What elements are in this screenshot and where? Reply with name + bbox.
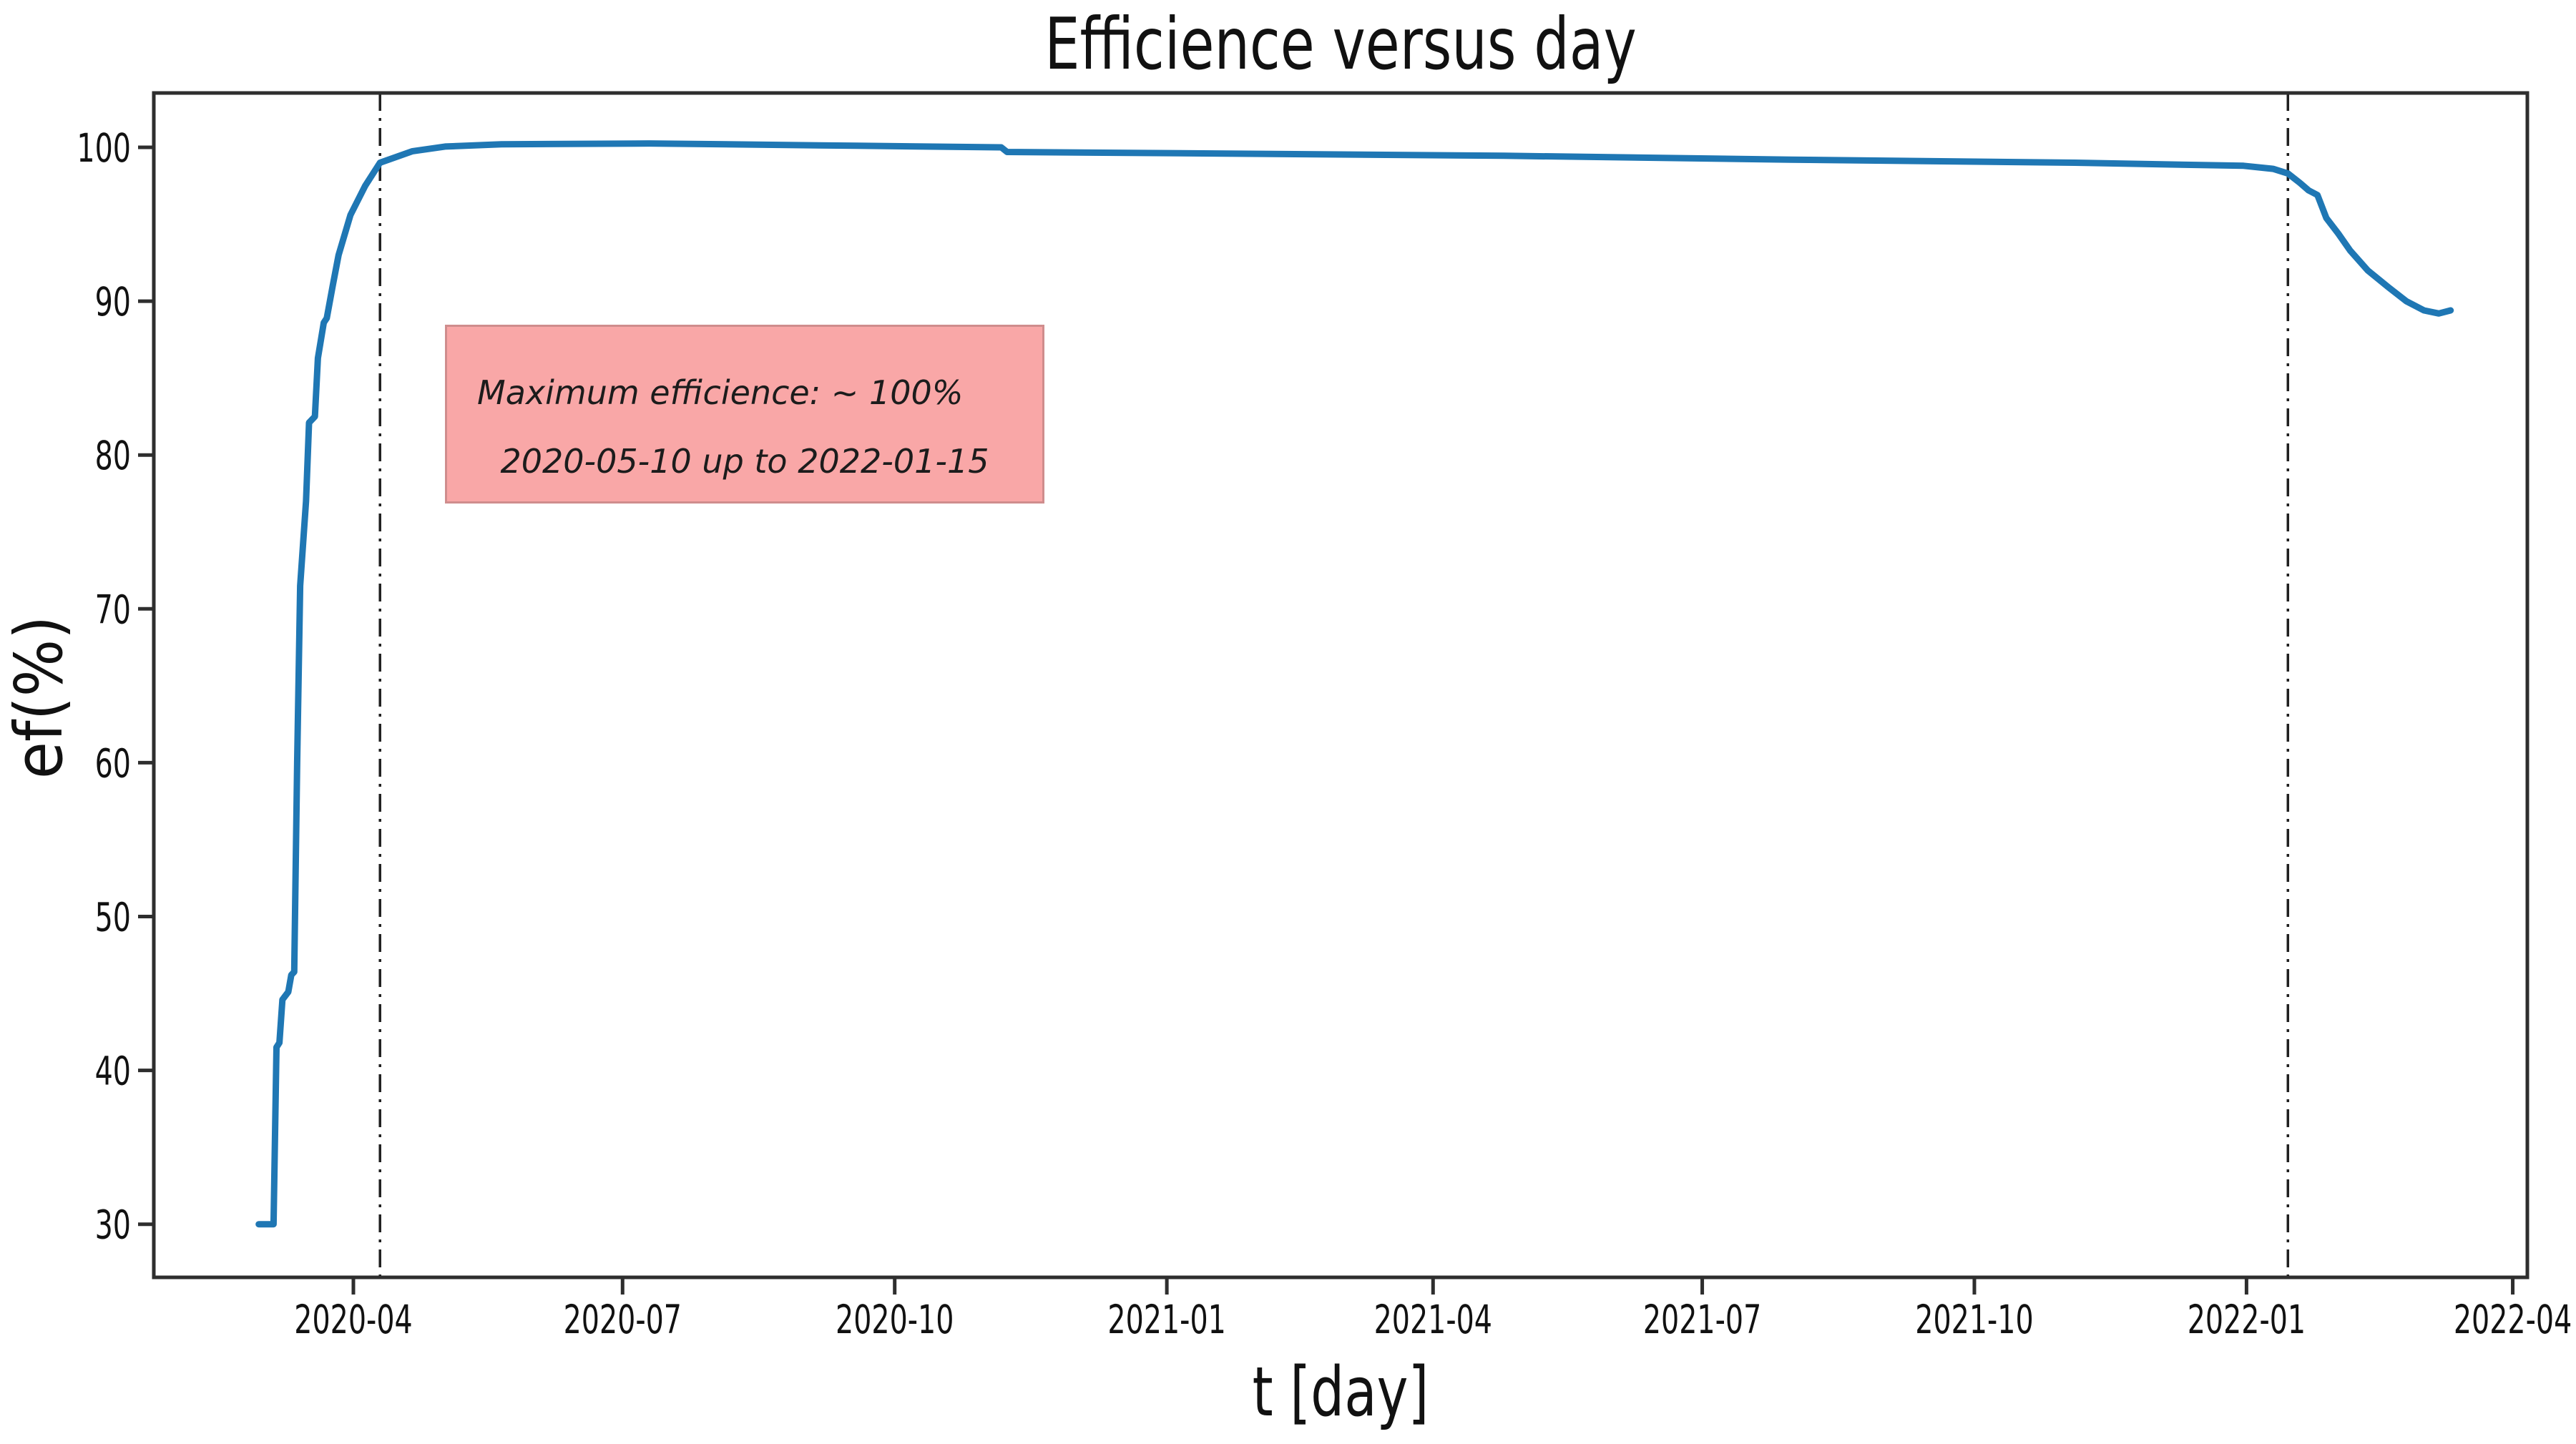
- x-tick-label: 2020-04: [294, 1298, 412, 1343]
- y-tick-label: 100: [77, 127, 131, 172]
- y-tick-label: 50: [95, 895, 131, 940]
- annotation-box: Maximum efficience: ~ 100% 2020-05-10 up…: [445, 325, 1044, 504]
- x-tick-label: 2020-07: [564, 1298, 682, 1343]
- y-tick-label: 60: [95, 742, 131, 787]
- x-tick-label: 2022-01: [2188, 1298, 2306, 1343]
- efficiency-line: [255, 140, 2454, 1228]
- y-tick-label: 40: [95, 1049, 131, 1094]
- x-tick-label: 2022-04: [2454, 1298, 2572, 1343]
- annotation-line-2: 2020-05-10 up to 2022-01-15: [500, 442, 989, 481]
- y-tick-label: 80: [95, 434, 131, 479]
- y-tick-label: 90: [95, 280, 131, 325]
- plot-border: [152, 91, 2530, 1280]
- y-tick-label: 30: [95, 1203, 131, 1248]
- y-axis-label: ef(%): [1, 615, 77, 780]
- chart-title: Efficience versus day: [1044, 2, 1637, 86]
- x-tick-label: 2021-07: [1643, 1298, 1761, 1343]
- x-axis-label: t [day]: [1252, 1353, 1429, 1432]
- x-tick-label: 2020-10: [836, 1298, 954, 1343]
- annotation-line-1: Maximum efficience: ~ 100%: [477, 373, 964, 412]
- x-tick-label: 2021-10: [1915, 1298, 2033, 1343]
- x-tick-label: 2021-04: [1374, 1298, 1492, 1343]
- x-tick-label: 2021-01: [1107, 1298, 1225, 1343]
- y-tick-label: 70: [95, 588, 131, 633]
